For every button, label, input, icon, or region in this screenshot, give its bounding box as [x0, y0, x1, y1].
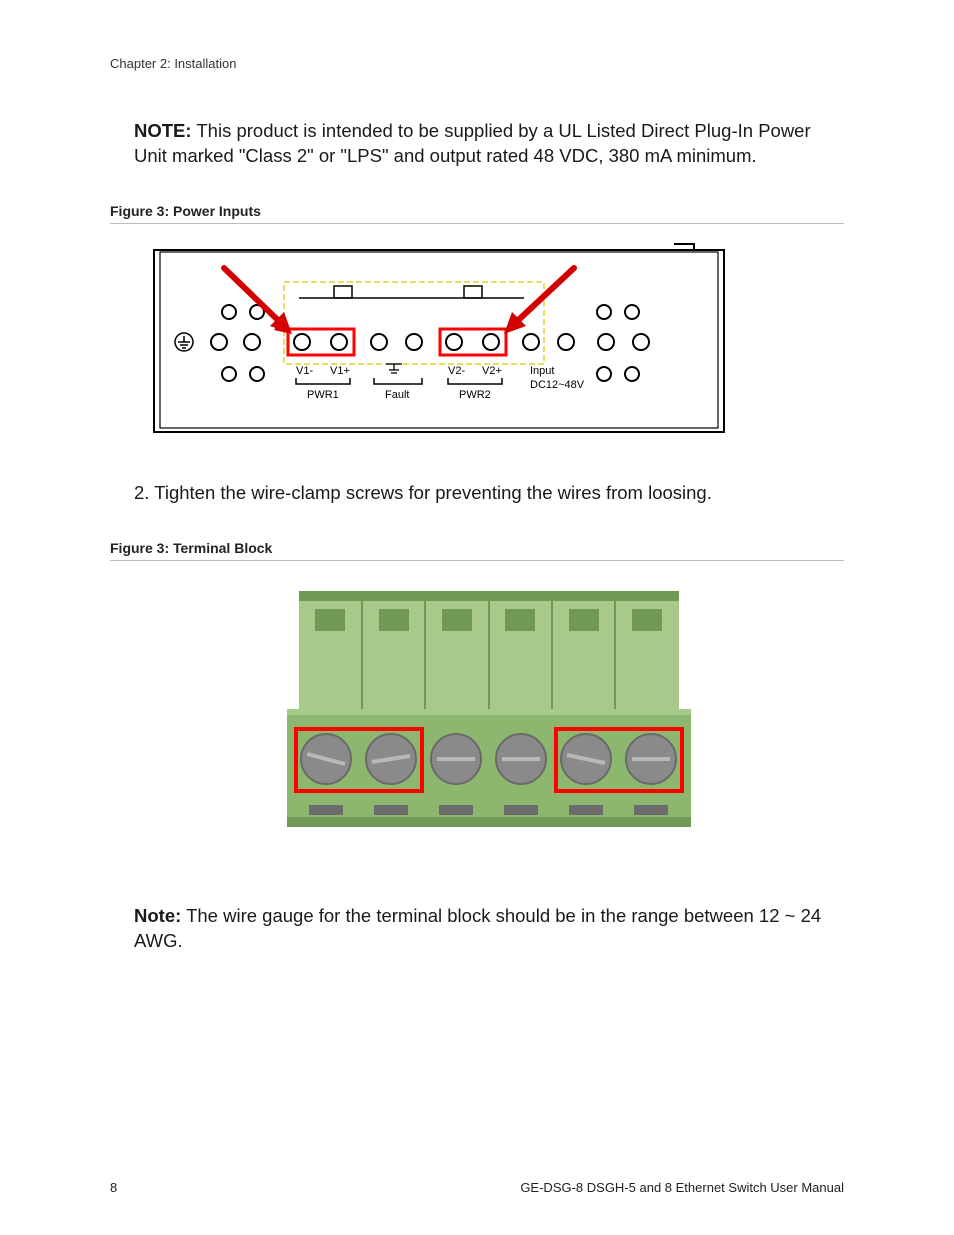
- note-2-text: The wire gauge for the terminal block sh…: [134, 905, 821, 951]
- svg-text:V1+: V1+: [330, 365, 350, 377]
- step-2-text: Tighten the wire-clamp screws for preven…: [149, 482, 711, 503]
- note-2-label: Note:: [134, 905, 181, 926]
- svg-text:Input: Input: [530, 365, 554, 377]
- svg-text:PWR1: PWR1: [307, 389, 339, 401]
- terminal-block-diagram: [279, 579, 699, 839]
- figure-2: [134, 579, 844, 844]
- svg-text:DC12~48V: DC12~48V: [530, 379, 585, 391]
- svg-text:V2+: V2+: [482, 365, 502, 377]
- step-2-num: 2.: [134, 482, 149, 503]
- svg-text:Fault: Fault: [385, 389, 409, 401]
- figure-2-rule: [110, 560, 844, 561]
- figure-1: V1- V1+ V2- V2+ Input DC12~48V PWR1 Faul…: [134, 242, 844, 447]
- figure-2-caption: Figure 3: Terminal Block: [110, 540, 844, 556]
- svg-text:V1-: V1-: [296, 365, 313, 377]
- note-1-label: NOTE:: [134, 120, 192, 141]
- power-inputs-diagram: V1- V1+ V2- V2+ Input DC12~48V PWR1 Faul…: [134, 242, 734, 442]
- note-2: Note: The wire gauge for the terminal bl…: [134, 904, 844, 954]
- note-1-text: This product is intended to be supplied …: [134, 120, 811, 166]
- chapter-header: Chapter 2: Installation: [110, 56, 844, 71]
- page-number: 8: [110, 1180, 117, 1195]
- step-2: 2. Tighten the wire-clamp screws for pre…: [154, 481, 844, 506]
- note-1: NOTE: This product is intended to be sup…: [134, 119, 844, 169]
- svg-text:V2-: V2-: [448, 365, 465, 377]
- svg-text:PWR2: PWR2: [459, 389, 491, 401]
- figure-1-caption: Figure 3: Power Inputs: [110, 203, 844, 219]
- page-footer: 8 GE-DSG-8 DSGH-5 and 8 Ethernet Switch …: [110, 1180, 844, 1195]
- manual-title: GE-DSG-8 DSGH-5 and 8 Ethernet Switch Us…: [520, 1180, 844, 1195]
- figure-1-rule: [110, 223, 844, 224]
